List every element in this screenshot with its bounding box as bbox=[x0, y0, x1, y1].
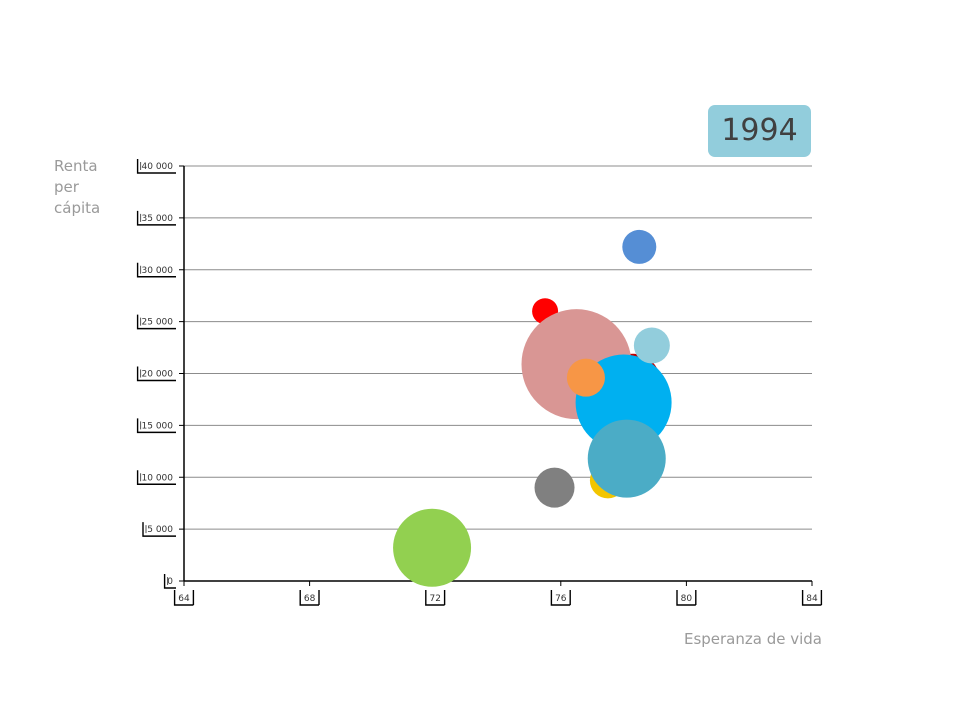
bubble bbox=[534, 467, 575, 508]
gridlines bbox=[184, 165, 812, 530]
y-tick-frame bbox=[142, 522, 176, 537]
y-tick-label-group: 5 000 bbox=[142, 522, 176, 537]
x-tick-label: 64 bbox=[178, 594, 190, 604]
x-axis-label: Esperanza de vida bbox=[683, 630, 822, 648]
bubble bbox=[566, 358, 605, 397]
x-tick-label-group: 80 bbox=[676, 590, 697, 606]
y-tick-label: 5 000 bbox=[147, 525, 173, 535]
y-tick-label-group: 30 000 bbox=[136, 262, 176, 278]
y-tick-frame bbox=[163, 574, 176, 589]
x-tick-label-group: 76 bbox=[550, 590, 571, 606]
y-tick-label-group: 10 000 bbox=[136, 470, 176, 485]
year-badge: 1994 bbox=[708, 105, 811, 157]
x-tick-frame bbox=[299, 590, 319, 606]
y-tick-label: 15 000 bbox=[142, 421, 174, 431]
x-tick-label: 76 bbox=[555, 594, 567, 604]
x-tick-label-group: 64 bbox=[173, 590, 195, 606]
y-tick-frame bbox=[136, 210, 176, 226]
bubble bbox=[393, 508, 472, 587]
y-tick-label: 25 000 bbox=[142, 318, 174, 328]
bubble bbox=[633, 327, 670, 364]
x-tick-label-group: 72 bbox=[425, 590, 446, 606]
x-tick-labels: 64 68 72 76 80 84 bbox=[173, 590, 823, 606]
x-tick-label-group: 68 bbox=[299, 590, 320, 606]
y-tick-label-group: 0 bbox=[163, 574, 176, 589]
x-tick-label: 72 bbox=[429, 594, 440, 604]
y-tick-label-group: 25 000 bbox=[136, 314, 176, 330]
y-tick-label-group: 20 000 bbox=[136, 366, 176, 382]
x-tick-label: 84 bbox=[806, 594, 818, 604]
axes bbox=[179, 165, 813, 586]
bubble bbox=[622, 229, 657, 264]
y-tick-frame bbox=[136, 314, 176, 330]
y-tick-frame bbox=[136, 418, 176, 434]
y-axis-label: Renta per cápita bbox=[54, 157, 101, 217]
y-tick-label: 10 000 bbox=[142, 473, 174, 483]
x-tick-frame bbox=[425, 590, 445, 606]
y-tick-label-group: 15 000 bbox=[136, 418, 176, 434]
y-tick-label: 35 000 bbox=[142, 214, 174, 224]
y-tick-frame bbox=[136, 366, 176, 382]
y-tick-labels: 0 5 000 10 000 15 000 20 000 25 000 30 000 35 0… bbox=[136, 159, 176, 589]
y-tick-frame bbox=[136, 262, 176, 278]
y-tick-label: 40 000 bbox=[142, 162, 174, 172]
x-tick-frame bbox=[676, 590, 696, 606]
bubble bbox=[587, 419, 666, 498]
x-tick-label: 68 bbox=[304, 594, 316, 604]
y-tick-label: 0 bbox=[167, 577, 173, 587]
x-tick-frame bbox=[801, 590, 822, 606]
y-tick-label: 30 000 bbox=[142, 266, 174, 276]
bubbles bbox=[393, 229, 672, 587]
y-tick-frame bbox=[136, 470, 176, 485]
y-tick-label-group: 35 000 bbox=[136, 210, 176, 226]
y-tick-label-group: 40 000 bbox=[136, 159, 176, 174]
x-tick-frame bbox=[173, 590, 194, 606]
x-tick-frame bbox=[550, 590, 571, 606]
x-tick-label-group: 84 bbox=[801, 590, 823, 606]
y-tick-frame bbox=[136, 159, 176, 174]
x-tick-label: 80 bbox=[681, 594, 693, 604]
y-tick-label: 20 000 bbox=[142, 370, 174, 380]
